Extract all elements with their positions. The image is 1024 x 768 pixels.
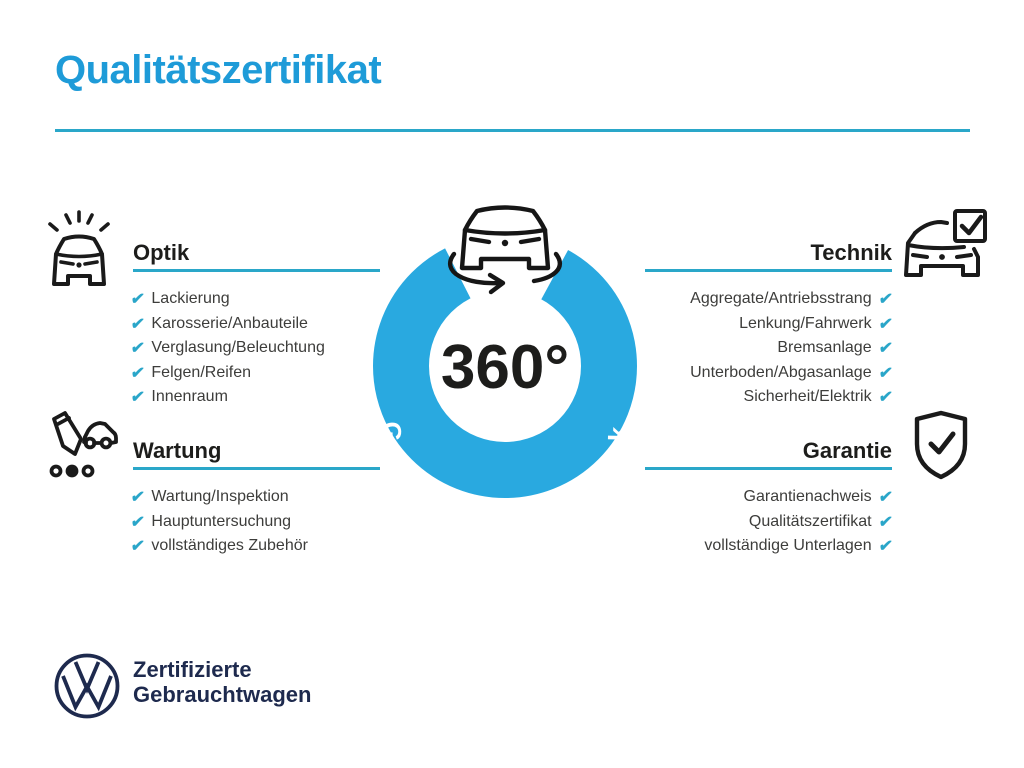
checklist-item-label: Garantienachweis <box>743 488 872 506</box>
technik-divider <box>645 269 892 272</box>
section-title-technik: Technik <box>810 240 892 265</box>
checklist-item-label: Innenraum <box>151 388 228 406</box>
check-icon: ✔ <box>877 340 894 358</box>
checklist-item-label: Hauptuntersuchung <box>151 512 292 530</box>
technik-checklist: Aggregate/Antriebsstrang ✔ Lenkung/Fahrw… <box>545 287 894 410</box>
checklist-item-label: Lenkung/Fahrwerk <box>739 314 872 332</box>
checklist-item-label: Lackierung <box>151 290 230 308</box>
checklist-item: ✔ Verglasung/Beleuchtung <box>129 336 325 361</box>
checklist-item-label: Verglasung/Beleuchtung <box>151 339 325 357</box>
shield-check-icon <box>908 408 974 488</box>
page-title: Qualitätszertifikat <box>55 48 382 92</box>
checklist-item: ✔ Karosserie/Anbauteile <box>129 312 325 337</box>
check-icon: ✔ <box>877 538 894 556</box>
checklist-item: Garantienachweis ✔ <box>545 485 894 510</box>
checklist-item: ✔ Lackierung <box>129 287 325 312</box>
check-icon: ✔ <box>129 389 146 407</box>
wartung-divider <box>133 467 380 470</box>
check-icon: ✔ <box>129 489 146 507</box>
garantie-divider <box>645 467 892 470</box>
checklist-item: Qualitätszertifikat ✔ <box>545 510 894 535</box>
check-icon: ✔ <box>129 291 146 309</box>
wartung-checklist: ✔ Wartung/Inspektion ✔ Hauptuntersuchung… <box>129 485 308 559</box>
sparkling-car-icon <box>44 208 114 288</box>
section-title-optik: Optik <box>133 240 190 265</box>
pencil-car-checklist-icon <box>42 408 118 484</box>
checklist-item: Unterboden/Abgasanlage ✔ <box>545 361 894 386</box>
checklist-item-label: vollständige Unterlagen <box>704 537 872 555</box>
garantie-checklist: Garantienachweis ✔ Qualitätszertifikat ✔… <box>545 485 894 559</box>
checklist-item-label: Karosserie/Anbauteile <box>151 314 308 332</box>
checklist-item: ✔ Wartung/Inspektion <box>129 485 308 510</box>
360-check-badge: Gebrauchtwagen-Check 360° <box>340 180 670 510</box>
section-title-wartung: Wartung <box>133 438 222 463</box>
car-360-rotation-icon <box>447 205 563 295</box>
checklist-item: Bremsanlage ✔ <box>545 336 894 361</box>
check-icon: ✔ <box>877 513 894 531</box>
check-icon: ✔ <box>877 364 894 382</box>
checklist-item-label: Wartung/Inspektion <box>151 488 289 506</box>
degree-label: 360° <box>441 333 569 402</box>
check-icon: ✔ <box>877 315 894 333</box>
checklist-item-label: Unterboden/Abgasanlage <box>690 363 872 381</box>
checklist-item-label: Qualitätszertifikat <box>748 512 872 530</box>
title-divider <box>55 129 970 132</box>
checklist-item: ✔ Hauptuntersuchung <box>129 510 308 535</box>
checklist-item: Aggregate/Antriebsstrang ✔ <box>545 287 894 312</box>
checklist-item-label: Sicherheit/Elektrik <box>743 388 872 406</box>
check-icon: ✔ <box>129 513 146 531</box>
check-icon: ✔ <box>129 364 146 382</box>
check-icon: ✔ <box>129 538 146 556</box>
brand-line-2: Gebrauchtwagen <box>133 682 312 707</box>
checklist-item: Sicherheit/Elektrik ✔ <box>545 385 894 410</box>
optik-divider <box>133 269 380 272</box>
checklist-item-label: vollständiges Zubehör <box>151 537 308 555</box>
vw-logo <box>53 652 121 720</box>
checklist-item: ✔ Felgen/Reifen <box>129 361 325 386</box>
check-icon: ✔ <box>129 315 146 333</box>
checklist-item-label: Bremsanlage <box>777 339 872 357</box>
check-icon: ✔ <box>877 489 894 507</box>
check-icon: ✔ <box>129 340 146 358</box>
checklist-item-label: Felgen/Reifen <box>151 363 252 381</box>
check-icon: ✔ <box>877 291 894 309</box>
checklist-item: Lenkung/Fahrwerk ✔ <box>545 312 894 337</box>
brand-wordmark: Zertifizierte Gebrauchtwagen <box>133 657 311 707</box>
car-checkbox-icon <box>903 208 991 286</box>
check-icon: ✔ <box>877 389 894 407</box>
checklist-item-label: Aggregate/Antriebsstrang <box>690 290 872 308</box>
brand-line-1: Zertifizierte <box>133 657 252 682</box>
optik-checklist: ✔ Lackierung ✔ Karosserie/Anbauteile ✔ V… <box>129 287 325 410</box>
section-title-garantie: Garantie <box>802 438 892 463</box>
checklist-item: vollständige Unterlagen ✔ <box>545 534 894 559</box>
checklist-item: ✔ Innenraum <box>129 385 325 410</box>
checklist-item: ✔ vollständiges Zubehör <box>129 534 308 559</box>
